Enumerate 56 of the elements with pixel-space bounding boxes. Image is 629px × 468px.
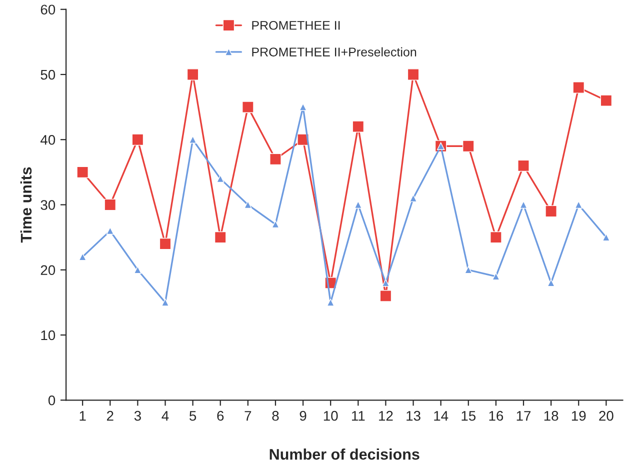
y-tick-label: 60 bbox=[40, 4, 56, 15]
point bbox=[490, 231, 502, 244]
x-tick-label: 8 bbox=[272, 410, 279, 421]
point bbox=[572, 82, 585, 94]
x-tick-label: 9 bbox=[300, 410, 306, 421]
x-tick-label: 18 bbox=[544, 410, 558, 421]
x-tick-label: 15 bbox=[462, 411, 476, 421]
x-tick-label: 3 bbox=[134, 410, 141, 421]
point bbox=[76, 166, 88, 178]
legend-label: PROMETHEE II+Preselection bbox=[252, 47, 416, 56]
point bbox=[132, 134, 144, 146]
x-axis-title: Number of decisions bbox=[270, 448, 420, 460]
y-axis-title: Time units bbox=[20, 167, 32, 243]
point bbox=[104, 198, 116, 211]
point bbox=[159, 238, 172, 250]
x-tick-label: 4 bbox=[162, 411, 169, 421]
point bbox=[492, 272, 500, 280]
point bbox=[272, 220, 280, 228]
point bbox=[600, 94, 612, 106]
point bbox=[464, 266, 472, 274]
y-tick-label: 10 bbox=[41, 330, 56, 340]
x-tick-label: 10 bbox=[324, 410, 338, 421]
x-tick-label: 5 bbox=[190, 411, 196, 421]
x-tick-label: 7 bbox=[244, 411, 252, 421]
point bbox=[161, 298, 170, 306]
y-tick-label: 30 bbox=[40, 200, 56, 210]
point bbox=[352, 120, 364, 132]
point bbox=[409, 194, 418, 202]
y-tick-label: 40 bbox=[40, 134, 56, 145]
point bbox=[545, 205, 557, 218]
point bbox=[407, 68, 420, 80]
x-tick-label: 11 bbox=[352, 411, 365, 421]
x-tick-label: 6 bbox=[217, 410, 224, 421]
x-tick-label: 19 bbox=[572, 410, 586, 421]
point bbox=[326, 298, 334, 306]
point bbox=[462, 140, 474, 152]
x-tick-label: 2 bbox=[106, 410, 114, 421]
point bbox=[547, 279, 555, 287]
x-tick-label: 14 bbox=[434, 411, 448, 421]
x-tick-label: 16 bbox=[489, 410, 504, 421]
point bbox=[380, 290, 392, 302]
x-tick-label: 13 bbox=[406, 410, 420, 421]
x-tick-label: 17 bbox=[516, 411, 531, 421]
point bbox=[134, 266, 142, 274]
x-tick-label: 20 bbox=[599, 410, 614, 421]
point bbox=[186, 68, 199, 80]
y-tick-label: 20 bbox=[40, 265, 56, 276]
point bbox=[270, 153, 282, 166]
legend-label: PROMETHEE II bbox=[252, 20, 340, 30]
x-tick-label: 1 bbox=[80, 411, 86, 421]
point bbox=[518, 160, 530, 172]
point bbox=[242, 101, 254, 113]
y-tick-label: 0 bbox=[48, 395, 56, 406]
x-tick-label: 12 bbox=[379, 410, 393, 421]
y-tick-label: 50 bbox=[40, 70, 56, 80]
point bbox=[214, 231, 226, 244]
